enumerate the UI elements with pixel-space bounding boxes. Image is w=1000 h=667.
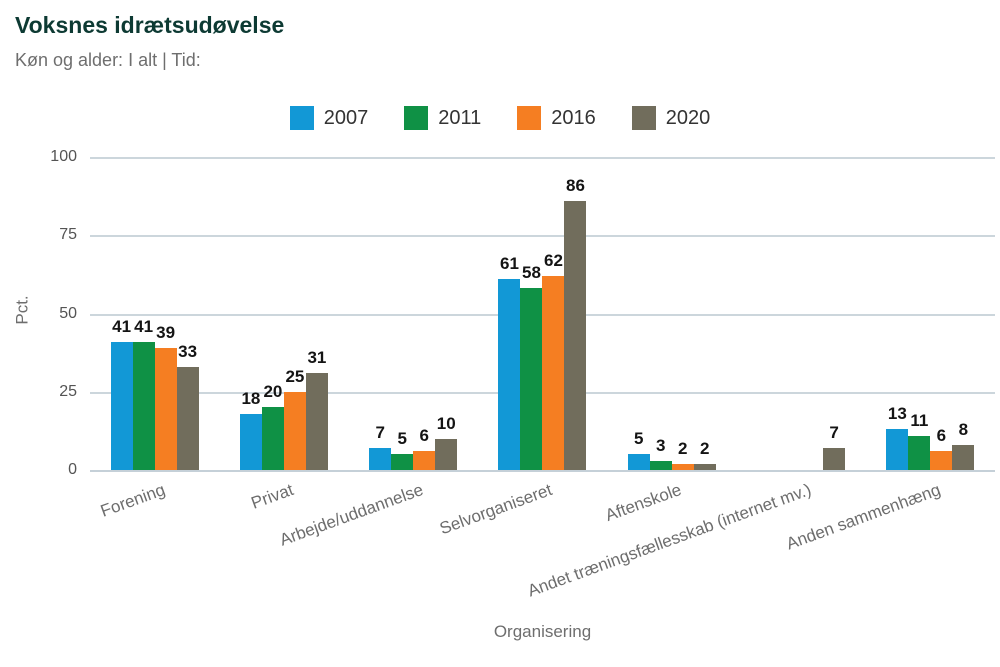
legend-swatch-icon bbox=[289, 106, 314, 130]
value-label: 2 bbox=[700, 438, 710, 458]
bar-2020[interactable]: 33 bbox=[176, 342, 199, 470]
bar-2011[interactable]: 5 bbox=[391, 429, 414, 470]
legend-swatch-icon bbox=[631, 106, 656, 130]
y-tick-label: 25 bbox=[59, 382, 77, 400]
bar-group: 13 11 6 8 bbox=[866, 157, 995, 470]
legend-label: 2011 bbox=[438, 106, 482, 129]
bar-2016[interactable]: 2 bbox=[671, 439, 694, 470]
bar-2011[interactable]: 11 bbox=[908, 411, 931, 470]
gridline bbox=[90, 157, 995, 159]
value-label: 8 bbox=[958, 419, 969, 439]
bar-2007[interactable]: 5 bbox=[627, 429, 650, 470]
category-label: Selvorganiseret bbox=[437, 480, 555, 539]
category-label: Forening bbox=[97, 480, 168, 521]
value-label: 41 bbox=[112, 316, 132, 336]
x-axis-line bbox=[90, 470, 995, 472]
legend: 2007 2011 2016 2020 bbox=[0, 106, 1000, 130]
value-label: 33 bbox=[178, 341, 198, 361]
bar-2020[interactable]: 7 bbox=[823, 423, 846, 470]
value-label: 6 bbox=[936, 426, 947, 446]
bar-2016[interactable]: 39 bbox=[154, 323, 177, 470]
bar-2011[interactable]: 41 bbox=[132, 317, 155, 470]
bar-2011[interactable]: 58 bbox=[520, 263, 543, 470]
bar-2016[interactable]: 6 bbox=[930, 426, 953, 470]
x-axis-title: Organisering bbox=[493, 622, 592, 641]
bar-2020[interactable]: 86 bbox=[564, 176, 587, 470]
value-label: 2 bbox=[678, 438, 688, 458]
y-tick-label: 75 bbox=[59, 226, 77, 244]
value-label: 6 bbox=[419, 426, 429, 446]
legend-item-2020[interactable]: 2020 bbox=[631, 106, 711, 130]
bar-group: 41 41 39 33 bbox=[90, 157, 219, 470]
bar-group: 61 58 62 86 bbox=[478, 157, 607, 470]
category-label: Arbejde/uddannelse bbox=[277, 480, 426, 550]
legend-item-2016[interactable]: 2016 bbox=[517, 106, 596, 130]
bar-group: 7 5 6 10 bbox=[349, 157, 478, 470]
legend-item-2007[interactable]: 2007 bbox=[289, 106, 369, 130]
bar-2016[interactable]: 25 bbox=[283, 367, 306, 470]
value-label: 5 bbox=[634, 429, 644, 449]
bar-2007[interactable]: 61 bbox=[498, 254, 521, 470]
value-label: 10 bbox=[436, 413, 456, 433]
value-label: 3 bbox=[656, 435, 666, 455]
category-label: Privat bbox=[249, 480, 297, 513]
bar-group: 7 bbox=[736, 157, 865, 470]
value-label: 61 bbox=[500, 254, 519, 274]
value-label: 25 bbox=[285, 366, 305, 386]
value-label: 5 bbox=[397, 429, 407, 449]
value-label: 62 bbox=[544, 250, 563, 270]
y-tick-label: 100 bbox=[50, 148, 77, 165]
bar-2020[interactable]: 8 bbox=[952, 420, 975, 470]
bar-2016[interactable]: 62 bbox=[542, 251, 565, 470]
bar-group: 18 20 25 31 bbox=[219, 157, 348, 470]
gridline bbox=[90, 235, 995, 238]
legend-swatch-icon bbox=[517, 106, 542, 130]
category-label: Aftenskole bbox=[603, 480, 685, 526]
bar-2007[interactable]: 18 bbox=[239, 389, 262, 470]
chart-subtitle: Køn og alder: I alt | Tid: bbox=[15, 50, 201, 70]
bar-2020[interactable]: 31 bbox=[305, 348, 328, 470]
y-axis-title: Pct. bbox=[12, 295, 32, 325]
value-label: 86 bbox=[566, 175, 585, 195]
legend-label: 2016 bbox=[551, 106, 596, 129]
bar-2020[interactable]: 2 bbox=[693, 439, 716, 470]
bar-2007[interactable]: 13 bbox=[886, 404, 909, 470]
value-label: 31 bbox=[307, 347, 327, 367]
y-tick-label: 50 bbox=[59, 304, 77, 322]
value-label: 39 bbox=[156, 322, 176, 342]
bar-2011[interactable]: 3 bbox=[649, 436, 672, 470]
value-label: 7 bbox=[375, 423, 385, 443]
value-label: 58 bbox=[522, 263, 541, 283]
bar-2011[interactable]: 20 bbox=[261, 382, 284, 470]
bar-2016[interactable]: 6 bbox=[413, 426, 436, 470]
bar-2020[interactable]: 10 bbox=[435, 414, 458, 470]
legend-label: 2007 bbox=[323, 106, 369, 129]
chart-title: Voksnes idrætsudøvelse bbox=[15, 12, 285, 38]
legend-swatch-icon bbox=[404, 106, 429, 130]
legend-label: 2020 bbox=[665, 106, 711, 129]
plot-area: 0 25 50 75 100 41 41 39 33 Forening 18 20 25 31 Privat… bbox=[50, 148, 995, 601]
value-label: 41 bbox=[134, 316, 154, 336]
value-label: 7 bbox=[829, 423, 839, 443]
bar-2007[interactable]: 7 bbox=[369, 423, 392, 470]
bar-2007[interactable]: 41 bbox=[110, 317, 133, 470]
legend-item-2011[interactable]: 2011 bbox=[404, 106, 481, 130]
value-label: 18 bbox=[241, 388, 261, 408]
value-label: 20 bbox=[263, 382, 283, 402]
value-label: 11 bbox=[910, 410, 929, 430]
value-label: 13 bbox=[887, 404, 907, 424]
y-tick-label: 0 bbox=[68, 461, 77, 478]
